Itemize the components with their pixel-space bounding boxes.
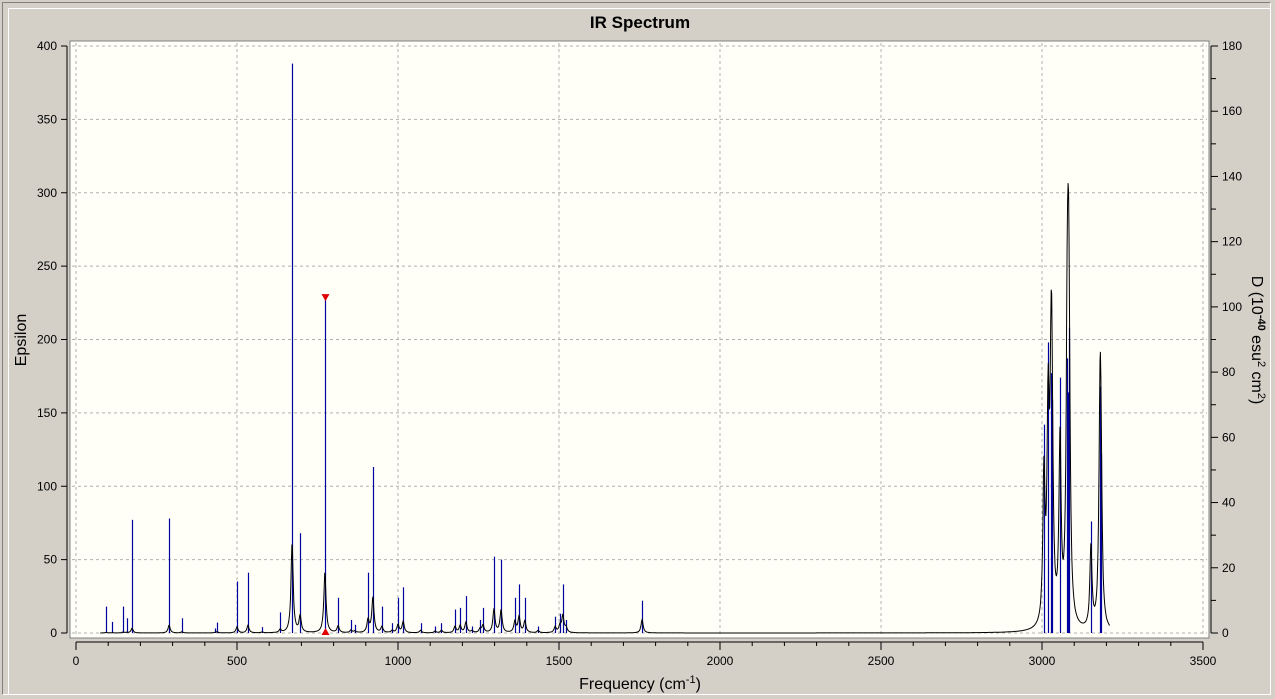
y2-title-part: cm <box>1248 367 1265 393</box>
axes: 0 500 1000 1500 2000 2500 3000 3500050100150200… <box>37 39 1242 668</box>
y-tick-label: 300 <box>37 186 57 200</box>
y2-title-sup: 2 <box>1255 361 1267 367</box>
x-tick-label: 1000 <box>385 654 412 668</box>
y2-axis-title: D (10-40 esu2 cm2) <box>1248 276 1267 405</box>
selected-mode-bottom-marker <box>321 628 330 635</box>
y2-title-part: D (10 <box>1248 276 1265 315</box>
y2-tick-label: 120 <box>1222 235 1242 249</box>
selected-mode-markers <box>321 294 330 635</box>
x-tick-label: 0 <box>73 654 80 668</box>
y-tick-label: 150 <box>37 406 57 420</box>
grid <box>72 43 1207 636</box>
x-axis-title: Frequency (cm-1) <box>579 674 701 693</box>
x-tick-label: 1500 <box>546 654 573 668</box>
y-tick-label: 0 <box>50 626 57 640</box>
y-tick-label: 200 <box>37 333 57 347</box>
x-tick-label: 3000 <box>1029 654 1056 668</box>
y2-title-sup: 2 <box>1255 393 1267 399</box>
y2-tick-label: 0 <box>1222 626 1229 640</box>
y2-tick-label: 40 <box>1222 496 1236 510</box>
y2-tick-label: 140 <box>1222 169 1242 183</box>
y-tick-label: 250 <box>37 259 57 273</box>
x-tick-label: 3500 <box>1190 654 1217 668</box>
y-axis-title: Epsilon <box>13 314 30 366</box>
y2-tick-label: 60 <box>1222 430 1236 444</box>
y-tick-label: 400 <box>37 39 57 53</box>
y2-tick-label: 160 <box>1222 104 1242 118</box>
y2-title-sup: -40 <box>1255 315 1267 331</box>
y2-tick-label: 100 <box>1222 300 1242 314</box>
y2-tick-label: 180 <box>1222 39 1242 53</box>
y-tick-label: 50 <box>44 553 58 567</box>
x-tick-label: 500 <box>227 654 247 668</box>
y2-title-part: ) <box>1248 399 1265 404</box>
x-tick-label: 2500 <box>868 654 895 668</box>
window-inner-frame <box>8 8 1271 694</box>
y-tick-label: 100 <box>37 479 57 493</box>
selected-mode-top-marker <box>321 294 330 302</box>
x-axis-title-text: Frequency (cm <box>579 676 686 693</box>
y2-title-part: esu <box>1248 331 1265 361</box>
x-axis-title-end: ) <box>696 676 701 693</box>
chart-title: IR Spectrum <box>590 13 690 32</box>
y-tick-label: 350 <box>37 112 57 126</box>
spectrum-curve <box>100 183 1111 634</box>
x-axis-title-sup: -1 <box>686 674 696 686</box>
y2-tick-label: 20 <box>1222 561 1236 575</box>
y2-tick-label: 80 <box>1222 365 1236 379</box>
x-tick-label: 2000 <box>707 654 734 668</box>
